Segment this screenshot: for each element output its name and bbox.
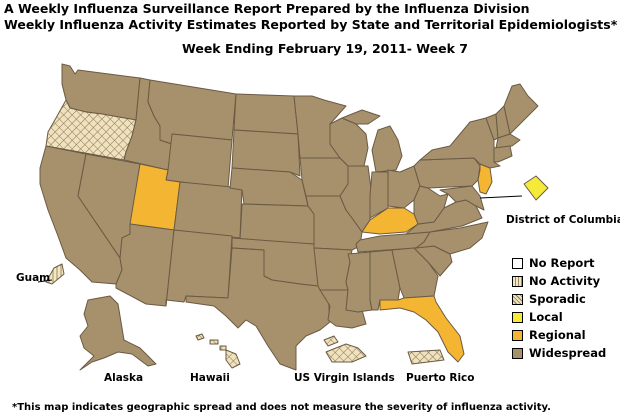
week-label: Week Ending February 19, 2011- Week 7 bbox=[182, 41, 468, 56]
legend-item-no-activity: No Activity bbox=[512, 272, 606, 290]
territory-usvi-2 bbox=[323, 335, 339, 347]
state-alaska bbox=[79, 295, 157, 371]
legend-label: Local bbox=[529, 310, 563, 324]
state-indiana bbox=[369, 171, 389, 219]
alaska-label: Alaska bbox=[104, 372, 144, 384]
state-colorado bbox=[173, 181, 243, 239]
usvi-label: US Virgin Islands bbox=[294, 372, 395, 384]
territory-guam bbox=[45, 263, 65, 285]
legend-label: No Activity bbox=[529, 274, 601, 288]
state-mississippi bbox=[345, 251, 373, 313]
legend-swatch-local bbox=[512, 311, 523, 323]
territory-puerto-rico bbox=[407, 349, 445, 365]
guam-label: Guam bbox=[16, 272, 51, 284]
guam-callout-line bbox=[37, 279, 53, 283]
state-kansas bbox=[239, 203, 315, 245]
territory-usvi bbox=[325, 343, 367, 363]
state-wyoming bbox=[165, 133, 233, 189]
legend-swatch-no-report bbox=[512, 257, 523, 269]
footnote: *This map indicates geographic spread an… bbox=[12, 402, 551, 413]
legend: No Report No Activity Sporadic Local Reg… bbox=[512, 254, 606, 362]
legend-label: No Report bbox=[529, 256, 595, 270]
dc-callout-line bbox=[479, 195, 523, 199]
state-illinois bbox=[339, 165, 373, 233]
legend-item-regional: Regional bbox=[512, 326, 606, 344]
state-arizona bbox=[115, 223, 175, 307]
report-title: A Weekly Influenza Surveillance Report P… bbox=[4, 1, 530, 16]
legend-label: Regional bbox=[529, 328, 586, 342]
state-new-mexico bbox=[165, 229, 233, 307]
state-maine bbox=[503, 83, 539, 135]
legend-swatch-no-activity bbox=[512, 275, 523, 287]
state-north-carolina bbox=[415, 221, 489, 255]
state-north-dakota bbox=[233, 93, 299, 135]
legend-swatch-sporadic bbox=[512, 293, 523, 305]
state-michigan bbox=[341, 109, 403, 173]
state-montana bbox=[147, 79, 237, 145]
state-connecticut bbox=[493, 145, 513, 163]
state-hawaii bbox=[195, 333, 241, 369]
legend-label: Widespread bbox=[529, 346, 607, 360]
legend-swatch-regional bbox=[512, 329, 523, 341]
legend-label: Sporadic bbox=[529, 292, 586, 306]
state-pennsylvania bbox=[413, 157, 481, 189]
legend-item-local: Local bbox=[512, 308, 606, 326]
puerto-rico-label: Puerto Rico bbox=[406, 372, 475, 384]
dc-label: District of Columbia bbox=[506, 214, 620, 226]
state-new-jersey bbox=[477, 163, 493, 195]
state-florida bbox=[379, 295, 465, 363]
report-subtitle: Weekly Influenza Activity Estimates Repo… bbox=[4, 17, 618, 32]
legend-item-widespread: Widespread bbox=[512, 344, 606, 362]
state-south-dakota bbox=[231, 129, 301, 177]
state-massachusetts bbox=[495, 133, 521, 149]
legend-item-sporadic: Sporadic bbox=[512, 290, 606, 308]
state-texas bbox=[185, 247, 331, 371]
legend-item-no-report: No Report bbox=[512, 254, 606, 272]
dc-inset bbox=[523, 175, 549, 201]
legend-swatch-widespread bbox=[512, 347, 523, 359]
state-iowa bbox=[299, 157, 349, 197]
state-maryland bbox=[439, 185, 485, 211]
hawaii-label: Hawaii bbox=[190, 372, 230, 384]
